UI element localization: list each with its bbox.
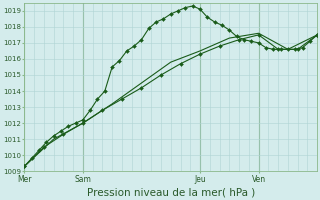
X-axis label: Pression niveau de la mer( hPa ): Pression niveau de la mer( hPa ) [87,187,255,197]
